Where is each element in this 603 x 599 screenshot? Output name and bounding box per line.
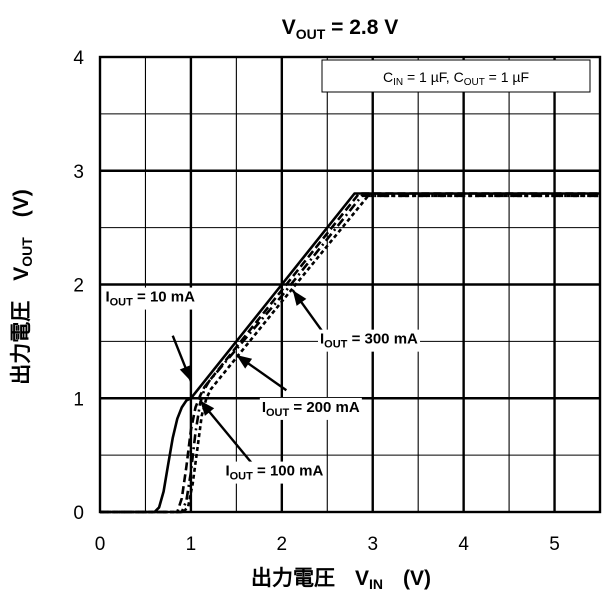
annotation-label-bg-4 [223,461,326,484]
plot-border [98,55,602,514]
x-tick-label: 1 [186,534,197,555]
grid [100,57,600,512]
y-tick-label: 4 [73,48,84,69]
annotation-arrowhead-3 [236,355,253,369]
chart-title: VOUT = 2.8 V [282,16,399,42]
annotation-arrowhead-2 [292,290,307,306]
series-line-1 [100,192,600,514]
annotation-label-2: IOUT = 300 mA [320,331,418,351]
y-tick-label: 1 [73,389,84,410]
x-tick-label: 5 [549,534,560,555]
series-lines [100,192,600,514]
annotation-arrowhead-1 [179,365,191,382]
svg-text:CIN = 1 µF, COUT = 1 µF: CIN = 1 µF, COUT = 1 µF [383,69,529,88]
plot-frame [98,55,602,514]
y-tick-label: 2 [73,276,84,297]
annotation-label-bg-1 [103,287,198,310]
annotation-label-1: IOUT = 10 mA [105,289,195,309]
x-tick-label: 3 [367,534,378,555]
x-tick-label: 0 [95,534,106,555]
annotation-label-bg-2 [318,329,421,352]
annotation-label-3: IOUT = 200 mA [262,399,360,419]
x-tick-label: 4 [458,534,469,555]
annotation-arrowhead-4 [200,400,215,416]
annotations: IOUT = 10 mA IOUT = 300 mA IOUT = 200 mA IO… [103,287,421,484]
conditions-box: CIN = 1 µF, COUT = 1 µF [321,59,591,93]
series-line-3 [100,192,600,514]
x-tick-label: 2 [277,534,288,555]
y-tick-label: 3 [73,162,84,183]
annotation-label-bg-3 [259,397,362,420]
tick-labels: 0 1 2 3 4 5 0 1 2 3 4 [73,48,559,555]
y-axis-label: 出力電圧VOUT(V) [10,189,35,385]
y-tick-label: 0 [73,503,84,524]
series-line-2 [100,194,600,514]
series-line-4 [100,194,600,514]
x-axis-label: 出力電圧 VIN (V) [251,567,431,592]
annotation-label-4: IOUT = 100 mA [225,463,323,483]
